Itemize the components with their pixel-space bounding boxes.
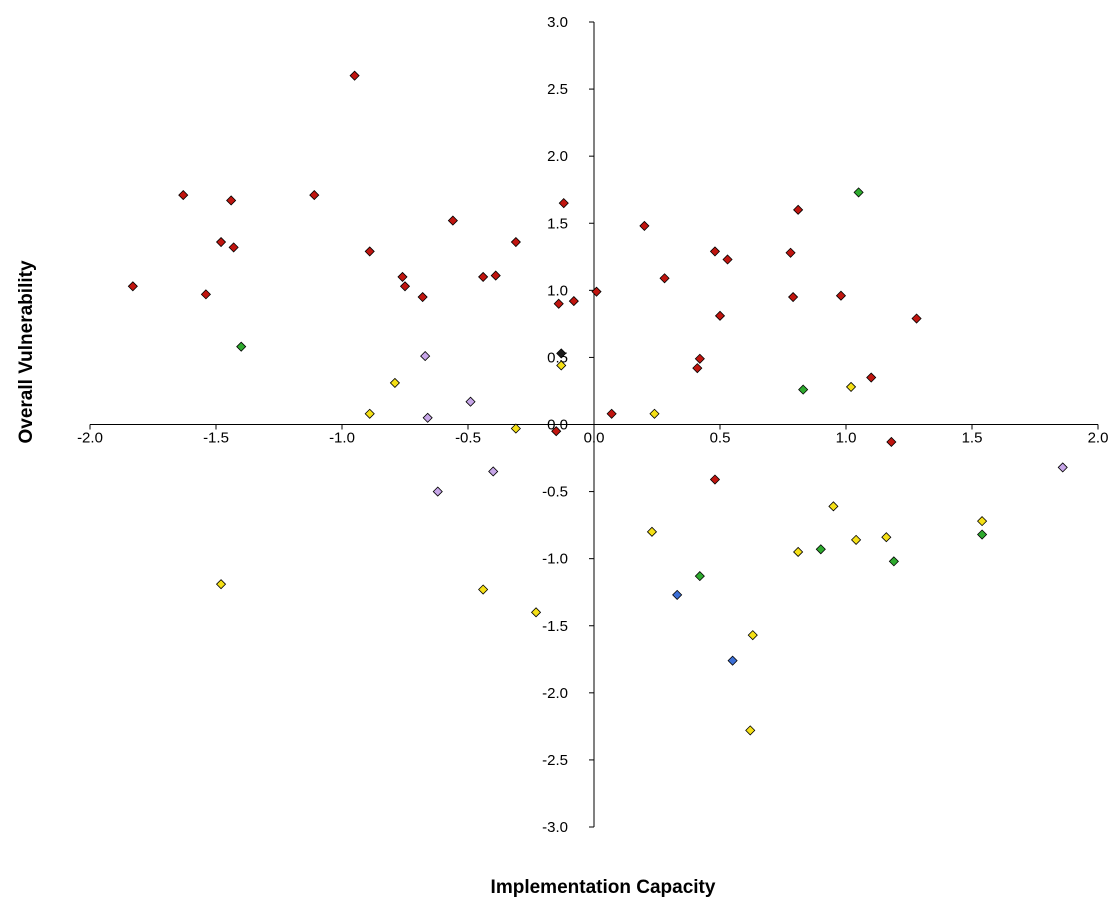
y-tick-label: -3.0 (542, 819, 568, 836)
data-point (478, 584, 489, 595)
data-point (694, 571, 705, 582)
data-point (798, 384, 809, 395)
y-tick-label: -1.5 (542, 618, 568, 635)
data-point (215, 236, 227, 248)
y-tick-label: 2.5 (547, 81, 568, 98)
data-point (828, 501, 839, 512)
data-point (591, 286, 602, 297)
data-point (672, 589, 683, 600)
data-point (349, 70, 360, 81)
data-point (364, 408, 375, 419)
data-point (127, 281, 138, 292)
data-point (420, 351, 431, 362)
x-tick-label: 0.0 (584, 430, 605, 447)
data-point (568, 296, 579, 307)
data-point (722, 254, 733, 265)
data-point (417, 291, 428, 303)
data-point (490, 270, 501, 281)
data-point (835, 290, 847, 301)
data-point (709, 474, 721, 485)
data-point (606, 408, 617, 419)
data-point (977, 529, 988, 540)
y-tick-label: 3.0 (547, 14, 568, 31)
data-point (747, 630, 758, 641)
y-tick-label: 1.0 (547, 282, 568, 299)
data-point (178, 190, 189, 201)
data-point (478, 271, 489, 282)
x-axis-title: Implementation Capacity (491, 877, 716, 898)
data-point (556, 348, 567, 359)
y-tick-label: -0.5 (542, 484, 568, 501)
x-tick-label: 1.0 (836, 430, 857, 447)
data-point (510, 236, 521, 248)
x-tick-label: -2.0 (77, 430, 103, 447)
x-tick-label: 1.5 (962, 430, 983, 447)
data-point (788, 291, 799, 303)
data-point (888, 556, 899, 567)
data-point (793, 546, 804, 558)
data-point (553, 298, 564, 309)
data-point (692, 363, 703, 374)
data-point (714, 310, 726, 321)
data-point (911, 313, 922, 324)
data-point (886, 436, 897, 448)
x-tick-label: 2.0 (1088, 430, 1109, 447)
data-point (659, 273, 670, 284)
data-point (215, 579, 227, 590)
data-point (364, 246, 375, 257)
data-point (866, 372, 877, 383)
data-points (127, 70, 1068, 736)
data-point (977, 516, 988, 527)
y-axis-ticks: -3.0-2.5-2.0-1.5-1.0-0.50.00.51.01.52.02… (542, 14, 594, 836)
data-point (200, 289, 211, 300)
y-tick-label: 0.0 (547, 417, 568, 434)
data-point (510, 423, 521, 434)
data-point (845, 381, 857, 392)
data-point (649, 408, 660, 419)
data-point (488, 466, 499, 477)
data-point (397, 271, 408, 282)
data-point (236, 341, 247, 352)
x-tick-label: 0.5 (710, 430, 731, 447)
data-point (447, 215, 458, 226)
data-point (709, 246, 721, 257)
data-point (399, 281, 411, 292)
data-point (727, 655, 738, 666)
data-point (422, 412, 433, 423)
y-tick-label: -2.0 (542, 685, 568, 702)
data-point (851, 534, 862, 545)
data-point (793, 204, 804, 215)
y-axis-title: Overall Vulnerability (16, 260, 37, 443)
y-tick-label: -2.5 (542, 752, 568, 769)
data-point (558, 198, 569, 209)
data-point (639, 220, 650, 231)
data-point (646, 526, 658, 537)
data-point (853, 187, 864, 198)
data-point (551, 426, 562, 437)
x-axis-ticks: -2.0 -1.5 -1.0 -0.5 0.0 0.5 1.0 1.5 2.0 (77, 424, 1109, 447)
data-point (432, 486, 443, 497)
data-point (815, 544, 826, 555)
data-point (556, 360, 567, 371)
data-point (530, 607, 542, 618)
data-point (694, 353, 705, 364)
x-tick-label: -0.5 (455, 430, 481, 447)
data-point (1057, 462, 1068, 473)
data-point (465, 396, 476, 407)
y-tick-label: 1.5 (547, 215, 568, 232)
data-point (881, 532, 892, 543)
y-tick-label: 2.0 (547, 148, 568, 165)
data-point (785, 247, 796, 258)
x-tick-label: -1.0 (329, 430, 355, 447)
data-point (226, 195, 237, 206)
data-point (228, 242, 239, 253)
data-point (309, 190, 320, 201)
data-point (745, 725, 756, 736)
x-tick-label: -1.5 (203, 430, 229, 447)
y-tick-label: -1.0 (542, 551, 568, 568)
data-point (389, 377, 400, 388)
